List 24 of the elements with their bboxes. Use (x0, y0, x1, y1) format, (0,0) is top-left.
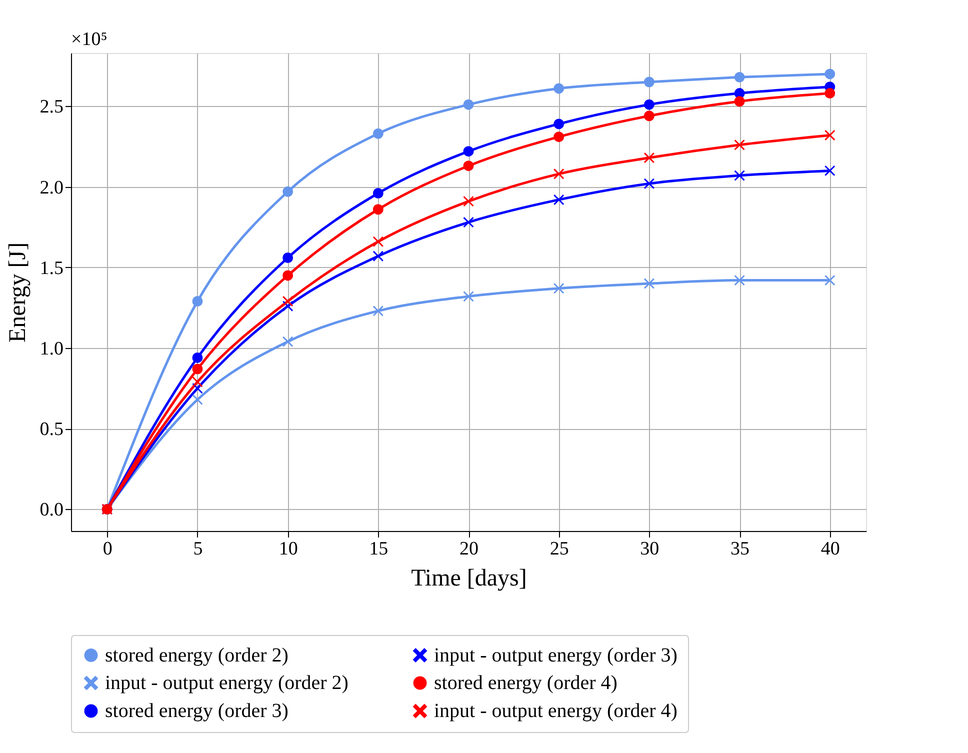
y-axis-title: Energy [J] (4, 242, 31, 343)
y-tick-label: 1.5 (40, 258, 64, 279)
y-tick-label: 2.0 (40, 177, 64, 198)
legend-label: stored energy (order 4) (434, 672, 618, 694)
legend-label: input - output energy (order 4) (434, 700, 678, 722)
x-tick-label: 5 (193, 538, 203, 560)
legend-label: input - output energy (order 3) (434, 644, 678, 666)
y-tick-label: 0.5 (40, 419, 64, 440)
legend-label: stored energy (order 2) (105, 644, 288, 666)
y-tick-label: 0.0 (40, 500, 64, 521)
x-tick-label: 0 (102, 538, 112, 560)
x-tick-label: 25 (550, 538, 569, 560)
legend-label: stored energy (order 3) (105, 700, 288, 722)
x-tick-label: 20 (460, 538, 478, 560)
text: ×10⁵ (71, 29, 108, 50)
y-tick-label: 2.5 (40, 96, 64, 118)
x-tick-label: 30 (640, 538, 660, 560)
x-axis-title: Time [days] (411, 566, 527, 592)
x-tick-label: 10 (278, 538, 298, 560)
x-tick-label: 40 (820, 538, 840, 560)
x-tick-label: 15 (369, 538, 388, 560)
y-tick-label: 1.0 (40, 338, 64, 360)
x-tick-label: 35 (730, 538, 750, 560)
legend-label: input - output energy (order 2) (105, 672, 348, 694)
